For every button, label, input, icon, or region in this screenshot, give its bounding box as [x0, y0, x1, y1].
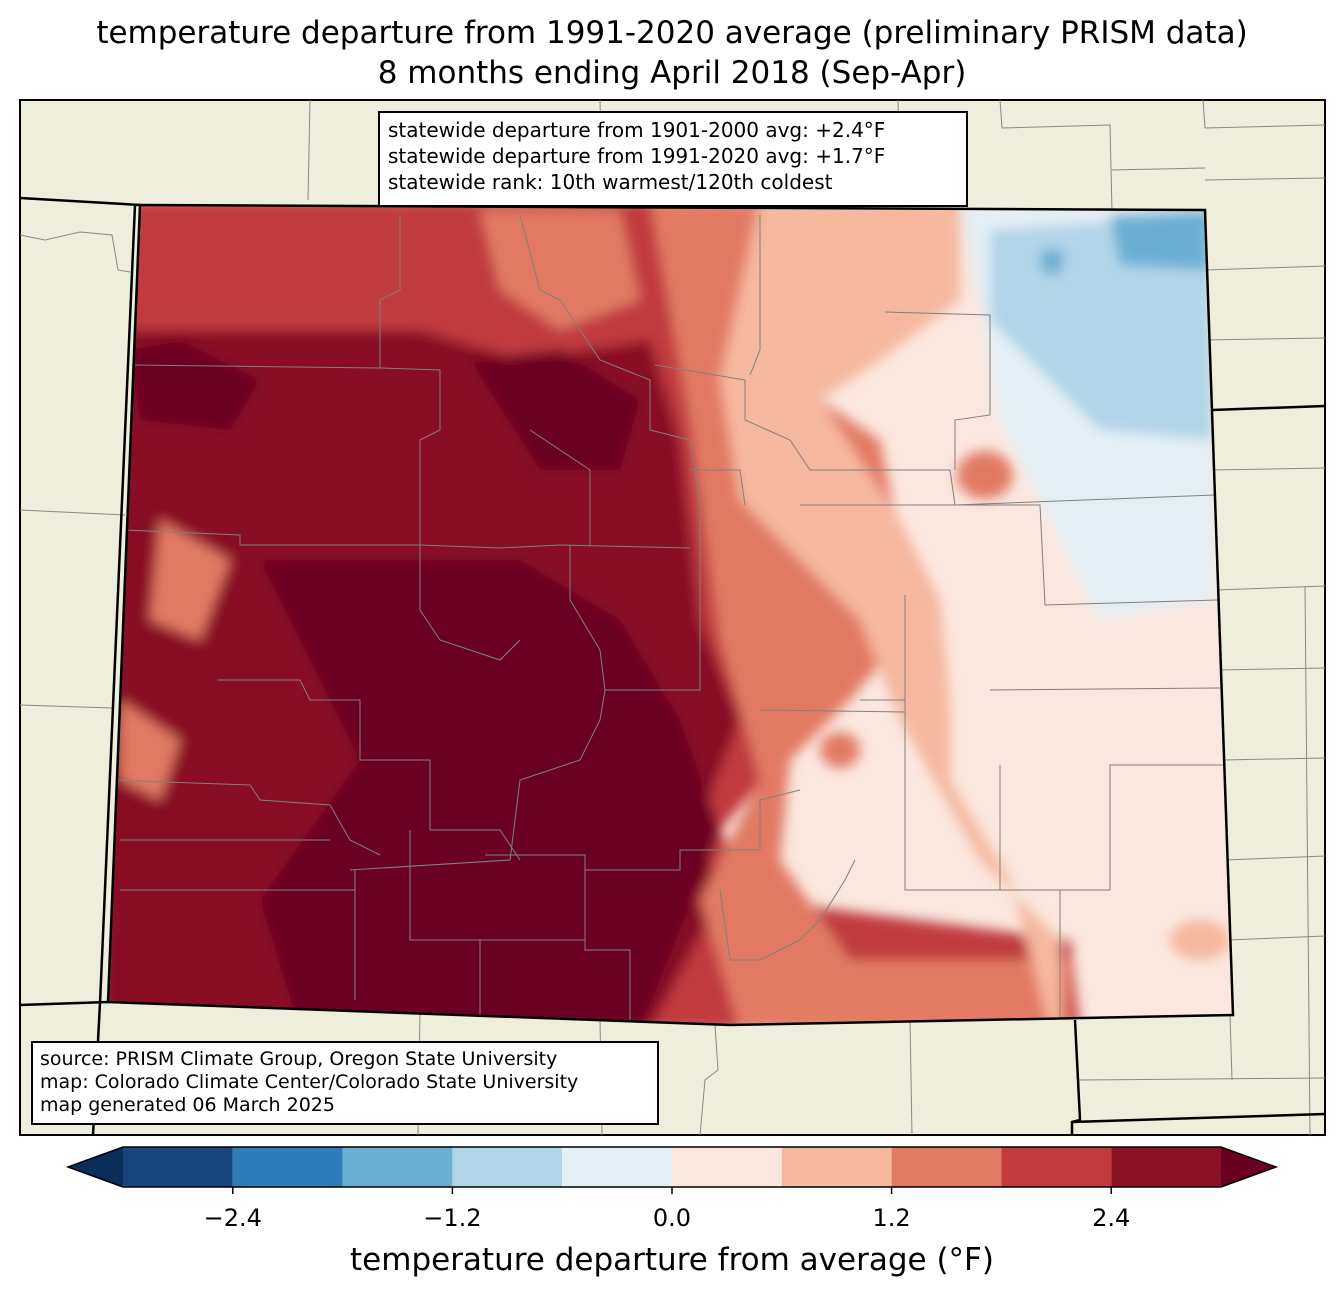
- colorbar-tick-label: 1.2: [872, 1204, 911, 1232]
- colorbar-segment: [672, 1147, 782, 1187]
- colorbar: [65, 1146, 1279, 1194]
- colorbar-segment: [891, 1147, 1002, 1187]
- colorado-county-lines: [109, 214, 1226, 1020]
- colorbar-segment: [1001, 1147, 1112, 1187]
- map-title-line1: temperature departure from 1991-2020 ave…: [96, 15, 1248, 51]
- statewide-stats-box: statewide departure from 1901-2000 avg: …: [378, 111, 968, 207]
- temperature-field: [108, 205, 1233, 1025]
- stats-line-3: statewide rank: 10th warmest/120th colde…: [388, 170, 833, 194]
- source-line-1: source: PRISM Climate Group, Oregon Stat…: [40, 1048, 558, 1070]
- source-box: source: PRISM Climate Group, Oregon Stat…: [31, 1041, 659, 1125]
- colorbar-label: temperature departure from average (°F): [350, 1242, 994, 1278]
- colorbar-under-extension: [68, 1147, 123, 1187]
- source-line-3: map generated 06 March 2025: [40, 1094, 335, 1116]
- colorbar-segment: [1111, 1147, 1221, 1187]
- colorbar-segment: [123, 1147, 233, 1187]
- stats-line-2: statewide departure from 1991-2020 avg: …: [388, 144, 886, 168]
- colorbar-segment: [232, 1147, 343, 1187]
- stats-line-1: statewide departure from 1901-2000 avg: …: [388, 118, 886, 142]
- colorbar-tick-label: 0.0: [652, 1204, 692, 1232]
- source-line-2: map: Colorado Climate Center/Colorado St…: [40, 1071, 579, 1093]
- colorbar-tick-label: −2.4: [203, 1204, 262, 1232]
- map-title-line2: 8 months ending April 2018 (Sep-Apr): [377, 55, 967, 91]
- colorbar-segment: [781, 1147, 892, 1187]
- colorbar-segment: [342, 1147, 453, 1187]
- colorbar-segment: [452, 1147, 563, 1187]
- colorbar-tick-label: 2.4: [1092, 1204, 1131, 1232]
- colorbar-outline: [65, 1146, 1279, 1188]
- colorbar-over-extension: [1221, 1147, 1276, 1187]
- colorbar-tick-label: −1.2: [423, 1204, 482, 1232]
- colorbar-segment: [562, 1147, 672, 1187]
- colorado-boundary: [106, 203, 1235, 1027]
